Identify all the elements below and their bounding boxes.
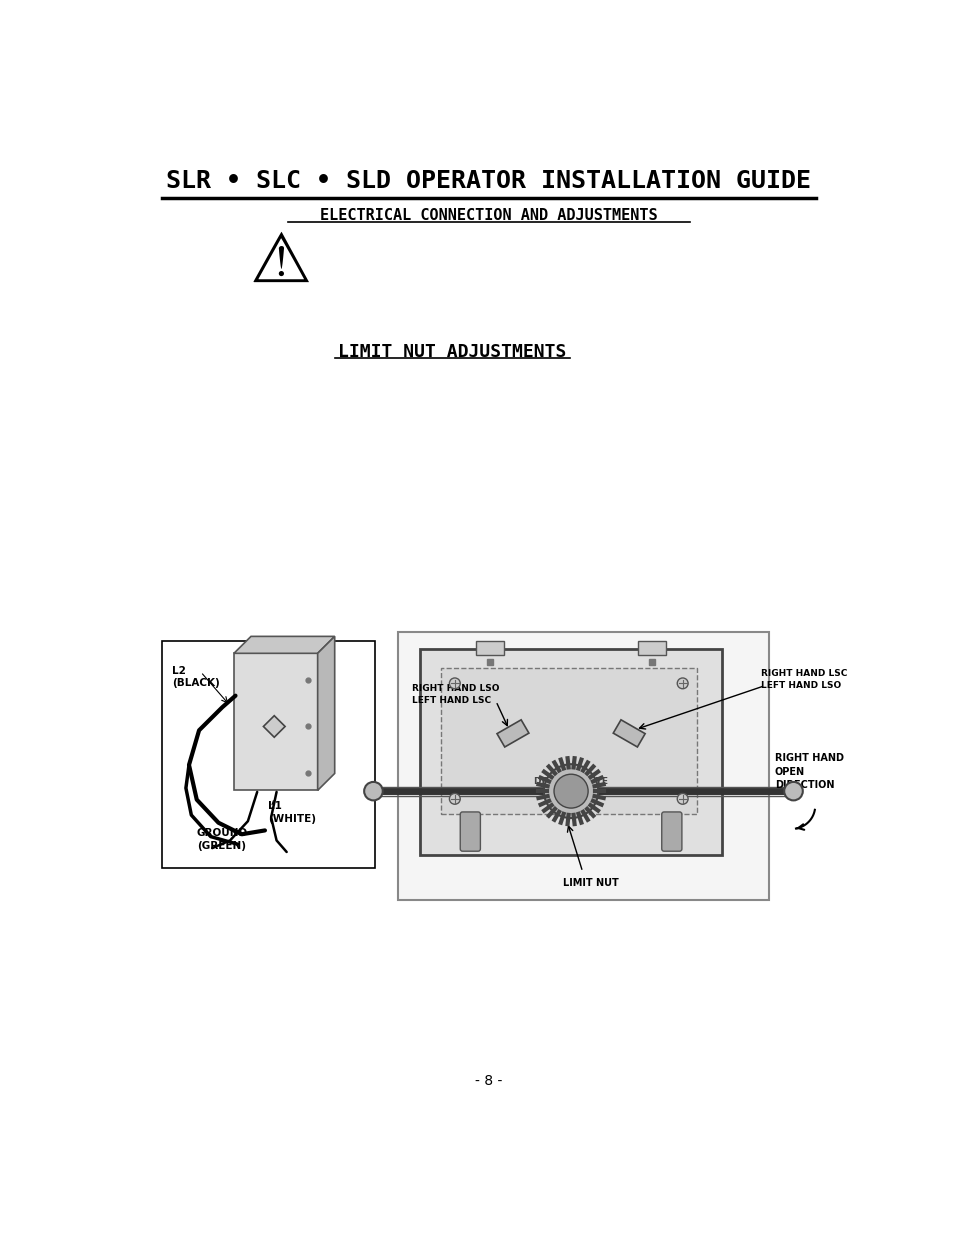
Text: L1
(WHITE): L1 (WHITE) (268, 802, 315, 824)
FancyBboxPatch shape (459, 811, 480, 851)
Text: ELECTRICAL CONNECTION AND ADJUSTMENTS: ELECTRICAL CONNECTION AND ADJUSTMENTS (320, 209, 657, 224)
Text: LIMIT NUT ADJUSTMENTS: LIMIT NUT ADJUSTMENTS (338, 343, 566, 362)
Text: RIGHT HAND
OPEN
DIRECTION: RIGHT HAND OPEN DIRECTION (774, 753, 843, 790)
Text: SLR • SLC • SLD OPERATOR INSTALLATION GUIDE: SLR • SLC • SLD OPERATOR INSTALLATION GU… (166, 168, 811, 193)
Circle shape (543, 764, 598, 818)
Polygon shape (233, 636, 335, 653)
Bar (397, 632, 768, 900)
Circle shape (677, 678, 687, 689)
Text: ⚠: ⚠ (249, 228, 312, 295)
Polygon shape (613, 720, 644, 747)
Text: RIGHT HAND LSC
LEFT HAND LSO: RIGHT HAND LSC LEFT HAND LSO (760, 668, 846, 689)
Text: - 8 -: - 8 - (475, 1074, 502, 1088)
Bar (440, 668, 696, 814)
Polygon shape (497, 720, 528, 747)
Circle shape (554, 774, 587, 808)
Circle shape (677, 793, 687, 804)
Bar (419, 648, 721, 855)
Text: GROUND
(GREEN): GROUND (GREEN) (196, 829, 248, 851)
Bar (476, 641, 503, 655)
Bar (233, 653, 317, 790)
Polygon shape (317, 636, 335, 790)
Bar (162, 641, 375, 868)
Text: RIGHT HAND LSO
LEFT HAND LSC: RIGHT HAND LSO LEFT HAND LSC (412, 684, 499, 705)
Text: DETENT PLATE: DETENT PLATE (534, 777, 607, 787)
Bar (638, 641, 666, 655)
Polygon shape (263, 716, 285, 737)
Text: LIMIT NUT: LIMIT NUT (562, 878, 618, 888)
Circle shape (449, 678, 459, 689)
Circle shape (364, 782, 382, 800)
Text: L2
(BLACK): L2 (BLACK) (172, 666, 219, 688)
Circle shape (783, 782, 802, 800)
Circle shape (449, 793, 459, 804)
FancyBboxPatch shape (661, 811, 681, 851)
